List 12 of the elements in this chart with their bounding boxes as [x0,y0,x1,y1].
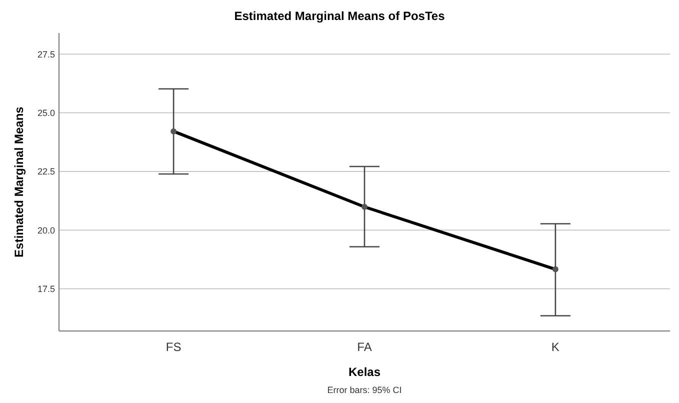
y-tick-label: 22.5 [37,166,55,177]
y-tick-label: 20.0 [37,225,55,236]
y-axis-title: Estimated Marginal Means [12,106,26,258]
y-tick-label: 25.0 [37,108,55,118]
x-tick-label: FS [166,340,182,354]
x-tick-label: K [551,340,560,354]
x-tick-label: FA [357,340,372,354]
y-tick-label: 27.5 [37,49,55,60]
x-axis-title: Kelas [348,365,381,379]
chart-title: Estimated Marginal Means of PosTes [234,9,446,23]
y-tick-label: 17.5 [37,284,55,294]
text: Error bars: 95% CI [327,385,402,395]
